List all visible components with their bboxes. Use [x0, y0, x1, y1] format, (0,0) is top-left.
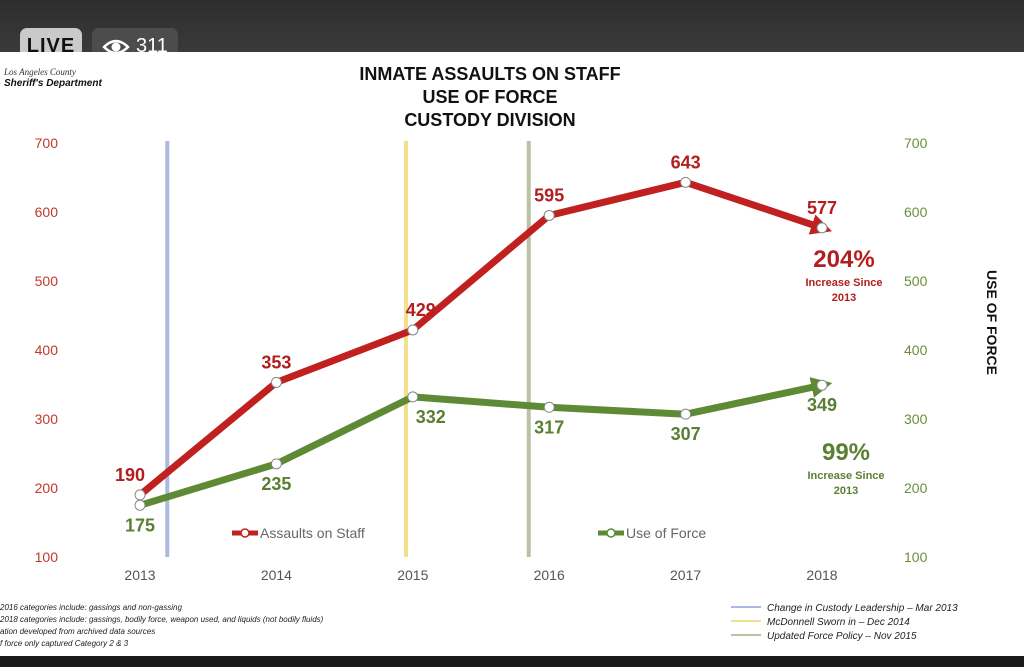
- event-legend-label: Updated Force Policy – Nov 2015: [767, 631, 917, 642]
- y-tick-right-label: 300: [904, 411, 928, 427]
- footnote-4: f force only captured Category 2 & 3: [0, 639, 129, 648]
- data-label: 307: [671, 424, 701, 444]
- chart-title-line2: USE OF FORCE: [422, 87, 557, 107]
- force-increase-year: 2013: [834, 485, 858, 497]
- data-point: [407, 324, 419, 336]
- legend: Assaults on Staff Use of Force: [232, 525, 706, 541]
- assaults-increase-text: Increase Since: [805, 277, 882, 289]
- legend-assaults-marker: [240, 528, 250, 538]
- data-label: 317: [534, 417, 564, 437]
- legend-force: Use of Force: [598, 525, 706, 541]
- data-point: [407, 391, 419, 403]
- y-tick-right-label: 400: [904, 342, 928, 358]
- assaults-increase-pct: 204%: [813, 246, 874, 273]
- legend-force-label: Use of Force: [626, 525, 706, 541]
- footnote-3: ation developed from archived data sourc…: [0, 627, 155, 636]
- data-label: 235: [261, 474, 291, 494]
- x-tick-label: 2013: [124, 567, 155, 583]
- y-axis-right: 100 200 300 400 500 600 700: [904, 135, 928, 565]
- footnotes: 2016 categories include: gassings and no…: [0, 603, 324, 648]
- data-point: [134, 489, 146, 501]
- data-point: [134, 499, 146, 511]
- right-axis-label: USE OF FORCE: [984, 270, 1000, 375]
- logo-line1: Los Angeles County: [3, 67, 76, 77]
- y-axis-left: 100 200 300 400 500 600 700: [35, 135, 59, 565]
- data-point: [543, 209, 555, 221]
- data-point: [816, 222, 828, 234]
- video-bottom-bar: [0, 656, 1024, 667]
- data-point: [680, 408, 692, 420]
- y-tick-left-label: 300: [35, 411, 59, 427]
- force-increase-pct: 99%: [822, 439, 870, 466]
- live-label: LIVE: [26, 35, 76, 57]
- chart-slide: Los Angeles County Sheriff's Department …: [0, 52, 1024, 656]
- chart-title-line3: CUSTODY DIVISION: [404, 110, 575, 130]
- x-tick-label: 2014: [261, 567, 292, 583]
- y-tick-right-label: 700: [904, 135, 928, 151]
- data-label: 577: [807, 198, 837, 218]
- x-tick-label: 2018: [806, 567, 837, 583]
- event-legend: Change in Custody Leadership – Mar 2013 M…: [731, 603, 958, 642]
- data-label: 643: [671, 152, 701, 172]
- event-legend-label: Change in Custody Leadership – Mar 2013: [767, 603, 958, 614]
- event-lines: [165, 141, 531, 557]
- series-line-assaults: [137, 178, 832, 498]
- force-increase-text: Increase Since: [807, 470, 884, 482]
- event-legend-label: McDonnell Sworn in – Dec 2014: [767, 617, 910, 628]
- data-point: [816, 379, 828, 391]
- legend-assaults-label: Assaults on Staff: [260, 525, 365, 541]
- y-tick-left-label: 500: [35, 273, 59, 289]
- logo-line2: Sheriff's Department: [4, 78, 102, 89]
- y-tick-right-label: 200: [904, 480, 928, 496]
- line-chart: Los Angeles County Sheriff's Department …: [0, 64, 1000, 648]
- legend-force-marker: [606, 528, 616, 538]
- data-label: 175: [125, 515, 155, 535]
- data-label: 595: [534, 185, 564, 205]
- data-label: 349: [807, 395, 837, 415]
- chart-title-line1: INMATE ASSAULTS ON STAFF: [359, 64, 620, 84]
- y-tick-right-label: 500: [904, 273, 928, 289]
- x-axis: 2013 2014 2015 2016 2017 2018: [124, 567, 837, 583]
- y-tick-right-label: 600: [904, 204, 928, 220]
- viewer-count: 311: [136, 35, 168, 57]
- legend-assaults: Assaults on Staff: [232, 525, 365, 541]
- y-tick-left-label: 100: [35, 549, 59, 565]
- assaults-increase-year: 2013: [832, 292, 856, 304]
- data-point: [680, 176, 692, 188]
- y-tick-left-label: 600: [35, 204, 59, 220]
- data-label: 429: [406, 300, 436, 320]
- y-tick-right-label: 100: [904, 549, 928, 565]
- y-tick-left-label: 200: [35, 480, 59, 496]
- data-label: 190: [115, 465, 145, 485]
- data-point: [270, 458, 282, 470]
- data-label: 332: [416, 407, 446, 427]
- y-tick-left-label: 400: [35, 342, 59, 358]
- footnote-2: 2018 categories include: gassings, bodil…: [0, 615, 324, 624]
- data-label: 353: [261, 352, 291, 372]
- footnote-1: 2016 categories include: gassings and no…: [0, 603, 182, 612]
- y-tick-left-label: 700: [35, 135, 59, 151]
- eye-icon: [102, 38, 130, 56]
- data-point: [543, 401, 555, 413]
- data-point: [270, 376, 282, 388]
- x-tick-label: 2015: [397, 567, 428, 583]
- series-line-force: [138, 377, 833, 509]
- x-tick-label: 2017: [670, 567, 701, 583]
- series-layer: 190 353 429 595 643 577 175 235 332 317 307 349: [115, 152, 837, 535]
- x-tick-label: 2016: [534, 567, 565, 583]
